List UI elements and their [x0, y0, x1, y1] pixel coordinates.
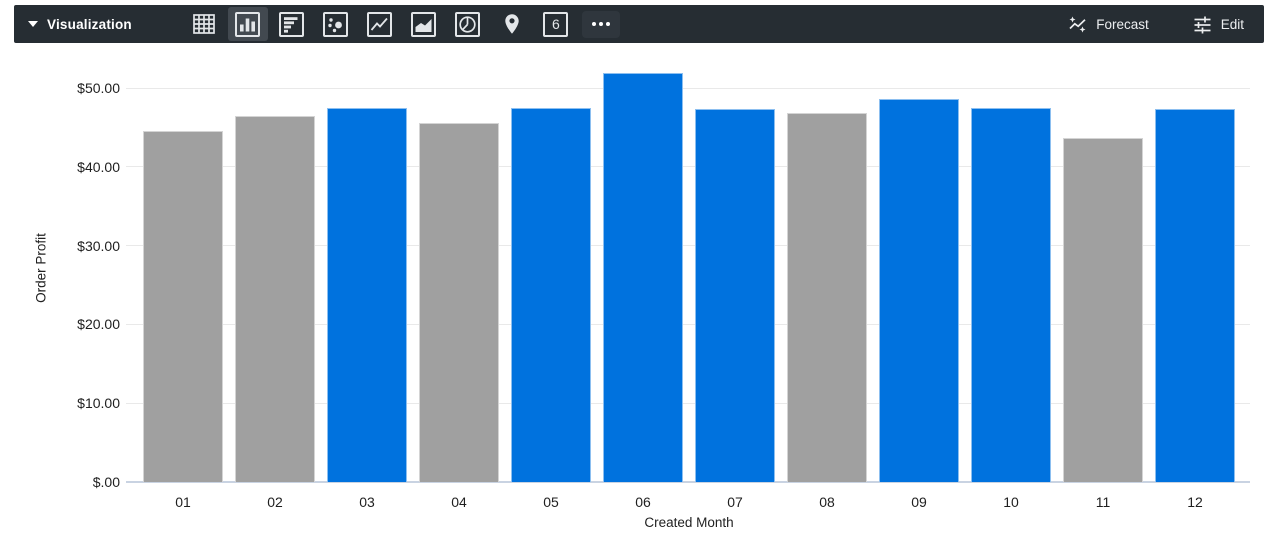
chart-type-column-button[interactable] [226, 5, 270, 43]
bar-month-10[interactable] [971, 108, 1051, 482]
chart-type-single-value-button[interactable]: 6 [534, 5, 578, 43]
bar-month-04[interactable] [419, 123, 499, 482]
x-tick-label: 02 [267, 494, 283, 510]
visualization-dropdown[interactable]: Visualization [28, 17, 132, 32]
table-icon [193, 14, 215, 34]
bar-month-09[interactable] [879, 99, 959, 482]
bar-slot [321, 0, 413, 482]
bar-slot [1057, 0, 1149, 482]
toolbar-title: Visualization [47, 16, 132, 32]
x-tick-label: 08 [819, 494, 835, 510]
edit-label: Edit [1220, 16, 1244, 32]
area-chart-icon [411, 11, 437, 37]
bar-slot [1149, 0, 1241, 482]
y-axis-tick-labels: $.00 $10.00 $20.00 $30.00 $40.00 $50.00 [46, 0, 120, 560]
bars-layer [137, 0, 1241, 482]
x-axis-line [126, 481, 1250, 483]
bar-chart-icon [279, 11, 305, 37]
y-tick-label: $50.00 [77, 80, 120, 96]
x-tick-label: 03 [359, 494, 375, 510]
bar-month-07[interactable] [695, 109, 775, 482]
x-axis-tick-labels: 01 02 03 04 05 06 07 08 09 10 11 12 [137, 494, 1241, 510]
bar-month-03[interactable] [327, 108, 407, 482]
bar-slot [505, 0, 597, 482]
gridline [126, 87, 1250, 89]
x-tick-label: 09 [911, 494, 927, 510]
ellipsis-icon [591, 22, 596, 26]
y-tick-label: $10.00 [77, 395, 120, 412]
column-chart-icon [235, 11, 261, 37]
x-tick-label: 07 [727, 494, 743, 510]
bar-month-02[interactable] [235, 116, 315, 482]
y-tick-label: $.00 [92, 474, 120, 490]
bar-slot [137, 0, 229, 482]
chart-type-area-button[interactable] [402, 5, 446, 43]
y-tick-label: $40.00 [77, 158, 120, 175]
single-value-icon: 6 [543, 11, 569, 37]
gridline [126, 323, 1250, 325]
forecast-icon [1069, 16, 1086, 32]
bar-month-06[interactable] [603, 73, 683, 482]
x-tick-label: 04 [451, 494, 467, 510]
x-tick-label: 11 [1095, 494, 1111, 510]
x-tick-label: 01 [175, 494, 191, 510]
single-value-glyph: 6 [551, 16, 560, 32]
more-chart-types-button[interactable] [581, 10, 620, 38]
chart-type-table-button[interactable] [182, 5, 226, 43]
bar-slot [965, 0, 1057, 482]
bar-slot [229, 0, 321, 482]
x-axis-title: Created Month [644, 515, 734, 530]
chart-type-icon-row: 6 [182, 5, 620, 43]
bar-slot [597, 0, 689, 482]
forecast-button[interactable]: Forecast [1068, 15, 1149, 34]
bar-month-05[interactable] [511, 108, 591, 482]
caret-down-icon [28, 21, 38, 27]
chart-type-pie-button[interactable] [446, 5, 490, 43]
toolbar-right-group: Forecast Edit [1068, 15, 1248, 34]
x-tick-label: 12 [1187, 494, 1203, 510]
gridlines-layer [126, 0, 1250, 560]
tune-icon [1194, 16, 1211, 33]
map-pin-icon [505, 14, 519, 34]
line-chart-icon [367, 11, 393, 37]
edit-button[interactable]: Edit [1193, 15, 1244, 34]
scatter-plot-icon [323, 11, 349, 37]
x-tick-label: 10 [1003, 494, 1019, 510]
chart-type-line-button[interactable] [358, 5, 402, 43]
bar-slot [689, 0, 781, 482]
bar-slot [781, 0, 873, 482]
chart-type-bar-button[interactable] [270, 5, 314, 43]
bar-slot [873, 0, 965, 482]
pie-chart-icon [455, 11, 481, 37]
bar-month-12[interactable] [1155, 109, 1235, 482]
y-tick-label: $20.00 [77, 316, 120, 333]
x-tick-label: 06 [635, 494, 651, 510]
visualization-toolbar: Visualization [14, 5, 1264, 43]
gridline [126, 166, 1250, 168]
bar-month-11[interactable] [1063, 138, 1143, 482]
gridline [126, 402, 1250, 404]
chart-type-map-button[interactable] [490, 5, 534, 43]
chart-type-scatter-button[interactable] [314, 5, 358, 43]
bar-slot [413, 0, 505, 482]
x-tick-label: 05 [543, 494, 559, 510]
y-tick-label: $30.00 [77, 237, 120, 254]
gridline [126, 245, 1250, 247]
bar-month-08[interactable] [787, 113, 867, 482]
bar-month-01[interactable] [143, 131, 223, 482]
forecast-label: Forecast [1096, 16, 1149, 32]
